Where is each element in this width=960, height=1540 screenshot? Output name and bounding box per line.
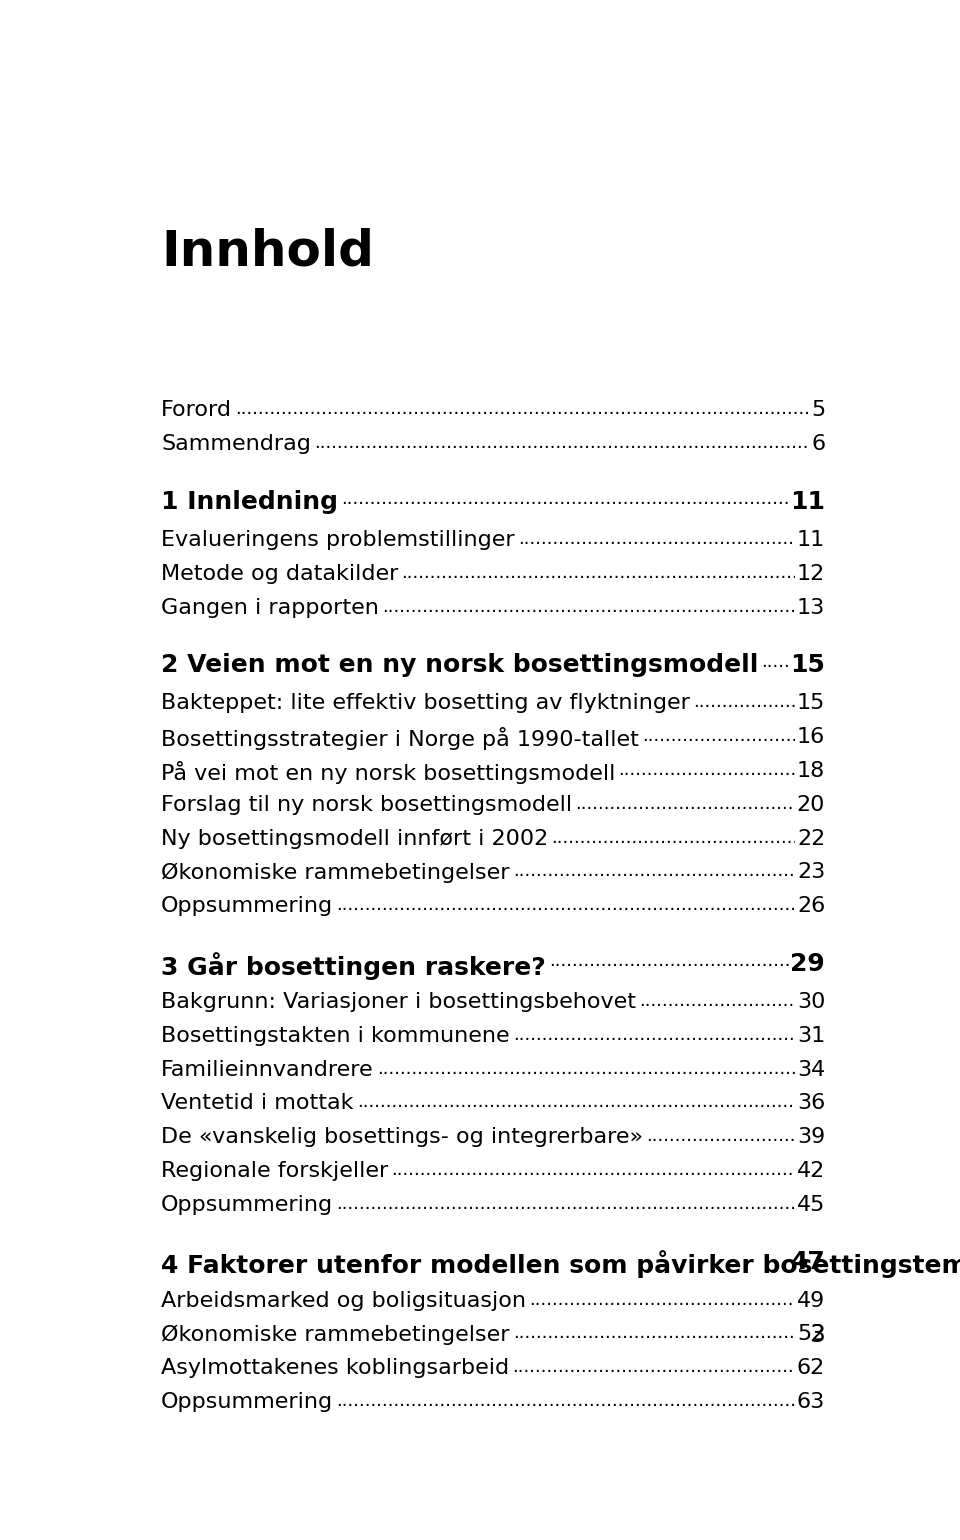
Text: ................................................................................: ........................................… [642, 727, 960, 745]
Text: ................................................................................: ........................................… [336, 1392, 960, 1411]
Text: Forslag til ny norsk bosettingsmodell: Forslag til ny norsk bosettingsmodell [161, 795, 572, 815]
Text: ................................................................................: ........................................… [517, 530, 960, 548]
Text: ................................................................................: ........................................… [392, 1161, 960, 1180]
Text: Innhold: Innhold [161, 226, 374, 276]
Text: 18: 18 [797, 761, 826, 781]
Text: ................................................................................: ........................................… [513, 1026, 960, 1044]
Text: 15: 15 [797, 693, 826, 713]
Text: ................................................................................: ........................................… [618, 761, 960, 779]
Text: ................................................................................: ........................................… [513, 862, 960, 881]
Text: 22: 22 [797, 829, 826, 849]
Text: 16: 16 [797, 727, 826, 747]
Text: Ventetid i mottak: Ventetid i mottak [161, 1093, 353, 1113]
Text: Metode og datakilder: Metode og datakilder [161, 564, 398, 584]
Text: ................................................................................: ........................................… [549, 952, 960, 970]
Text: ................................................................................: ........................................… [693, 693, 960, 711]
Text: På vei mot en ny norsk bosettingsmodell: På vei mot en ny norsk bosettingsmodell [161, 761, 615, 784]
Text: ................................................................................: ........................................… [639, 992, 960, 1010]
Text: 39: 39 [797, 1127, 826, 1147]
Text: 2 Veien mot en ny norsk bosettingsmodell: 2 Veien mot en ny norsk bosettingsmodell [161, 653, 758, 678]
Text: 11: 11 [790, 490, 826, 514]
Text: ................................................................................: ........................................… [575, 795, 960, 813]
Text: 5: 5 [811, 400, 826, 420]
Text: Bakgrunn: Variasjoner i bosettingsbehovet: Bakgrunn: Variasjoner i bosettingsbehove… [161, 992, 636, 1012]
Text: 34: 34 [797, 1060, 826, 1080]
Text: Bosettingstakten i kommunene: Bosettingstakten i kommunene [161, 1026, 510, 1046]
Text: 13: 13 [797, 598, 826, 618]
Text: Sammendrag: Sammendrag [161, 434, 311, 454]
Text: ................................................................................: ........................................… [235, 400, 960, 419]
Text: 29: 29 [790, 952, 826, 976]
Text: ................................................................................: ........................................… [341, 490, 960, 508]
Text: 45: 45 [797, 1195, 826, 1215]
Text: Bosettingsstrategier i Norge på 1990-tallet: Bosettingsstrategier i Norge på 1990-tal… [161, 727, 639, 750]
Text: ................................................................................: ........................................… [551, 829, 960, 847]
Text: ................................................................................: ........................................… [336, 896, 960, 915]
Text: ................................................................................: ........................................… [401, 564, 960, 582]
Text: Forord: Forord [161, 400, 232, 420]
Text: 20: 20 [797, 795, 826, 815]
Text: 1 Innledning: 1 Innledning [161, 490, 338, 514]
Text: Bakteppet: lite effektiv bosetting av flyktninger: Bakteppet: lite effektiv bosetting av fl… [161, 693, 690, 713]
Text: Familieinnvandrere: Familieinnvandrere [161, 1060, 373, 1080]
Text: ................................................................................: ........................................… [314, 434, 960, 453]
Text: ................................................................................: ........................................… [513, 1358, 960, 1377]
Text: ................................................................................: ........................................… [357, 1093, 960, 1112]
Text: ................................................................................: ........................................… [529, 1291, 960, 1309]
Text: 62: 62 [797, 1358, 826, 1378]
Text: 49: 49 [797, 1291, 826, 1311]
Text: Økonomiske rammebetingelser: Økonomiske rammebetingelser [161, 1324, 510, 1344]
Text: 47: 47 [790, 1250, 826, 1275]
Text: Oppsummering: Oppsummering [161, 1392, 333, 1412]
Text: Oppsummering: Oppsummering [161, 896, 333, 916]
Text: ................................................................................: ........................................… [646, 1127, 960, 1146]
Text: Oppsummering: Oppsummering [161, 1195, 333, 1215]
Text: Evalueringens problemstillinger: Evalueringens problemstillinger [161, 530, 515, 550]
Text: ................................................................................: ........................................… [761, 653, 960, 671]
Text: De «vanskelig bosettings- og integrerbare»: De «vanskelig bosettings- og integrerbar… [161, 1127, 643, 1147]
Text: 23: 23 [797, 862, 826, 882]
Text: 3: 3 [809, 1323, 826, 1348]
Text: 63: 63 [797, 1392, 826, 1412]
Text: 6: 6 [811, 434, 826, 454]
Text: ................................................................................: ........................................… [513, 1324, 960, 1343]
Text: Asylmottakenes koblingsarbeid: Asylmottakenes koblingsarbeid [161, 1358, 509, 1378]
Text: 12: 12 [797, 564, 826, 584]
Text: 3 Går bosettingen raskere?: 3 Går bosettingen raskere? [161, 952, 546, 979]
Text: 11: 11 [797, 530, 826, 550]
Text: Arbeidsmarked og boligsituasjon: Arbeidsmarked og boligsituasjon [161, 1291, 526, 1311]
Text: ................................................................................: ........................................… [376, 1060, 960, 1078]
Text: ................................................................................: ........................................… [382, 598, 960, 616]
Text: 26: 26 [797, 896, 826, 916]
Text: Ny bosettingsmodell innført i 2002: Ny bosettingsmodell innført i 2002 [161, 829, 548, 849]
Text: 31: 31 [797, 1026, 826, 1046]
Text: Gangen i rapporten: Gangen i rapporten [161, 598, 379, 618]
Text: 36: 36 [797, 1093, 826, 1113]
Text: 4 Faktorer utenfor modellen som påvirker bosettingstempoet: 4 Faktorer utenfor modellen som påvirker… [161, 1250, 960, 1278]
Text: Regionale forskjeller: Regionale forskjeller [161, 1161, 389, 1181]
Text: 52: 52 [797, 1324, 826, 1344]
Text: ................................................................................: ........................................… [336, 1195, 960, 1214]
Text: 30: 30 [797, 992, 826, 1012]
Text: 15: 15 [790, 653, 826, 678]
Text: 42: 42 [797, 1161, 826, 1181]
Text: Økonomiske rammebetingelser: Økonomiske rammebetingelser [161, 862, 510, 882]
